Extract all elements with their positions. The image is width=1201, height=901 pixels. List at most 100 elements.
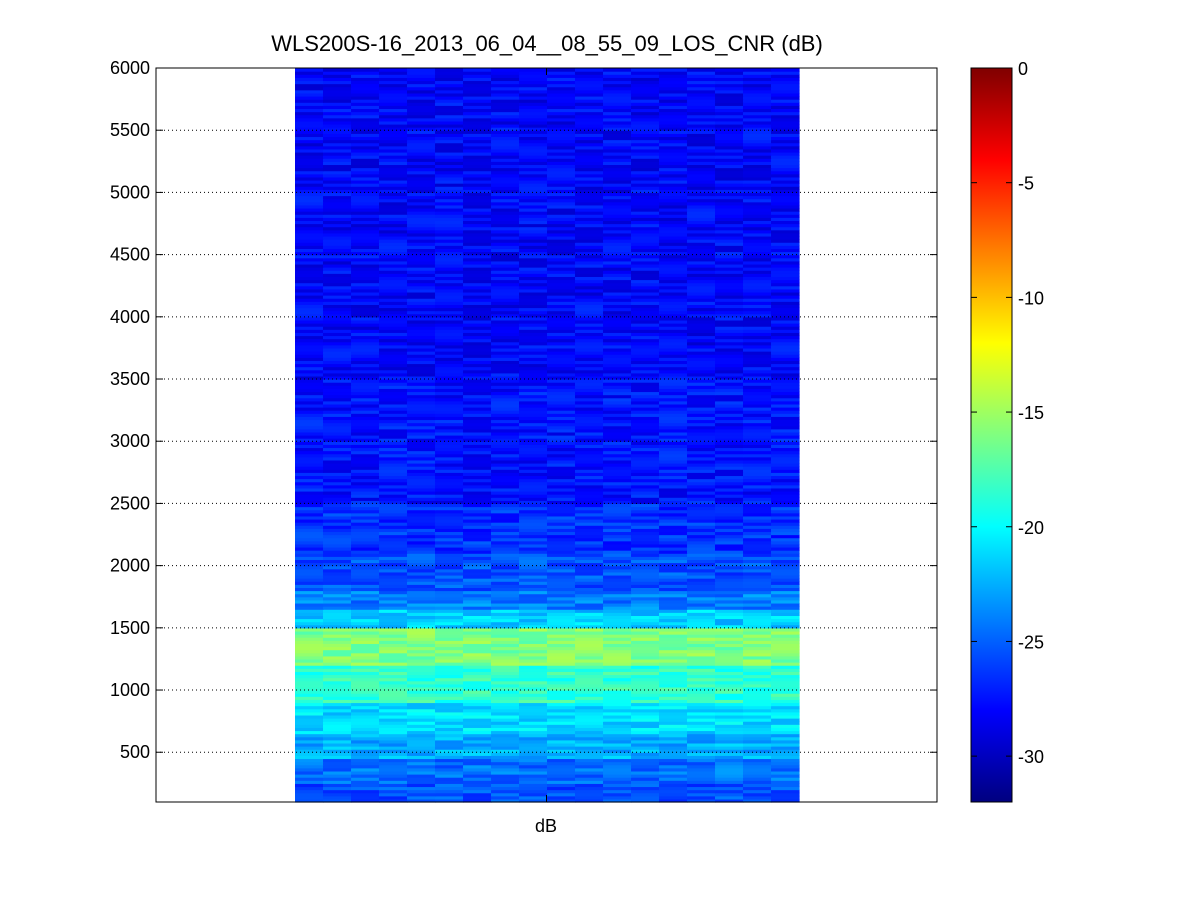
heatmap-cell	[407, 671, 436, 676]
heatmap-cell	[603, 637, 632, 641]
heatmap-cell	[771, 721, 800, 725]
heatmap-cell	[351, 391, 380, 396]
heatmap-cell	[463, 609, 492, 613]
heatmap-cell	[351, 746, 380, 750]
heatmap-cell	[715, 201, 744, 206]
heatmap-cell	[379, 606, 408, 610]
heatmap-cell	[547, 357, 576, 361]
heatmap-cell	[407, 630, 436, 635]
heatmap-cell	[519, 260, 548, 265]
heatmap-cell	[463, 142, 492, 147]
heatmap-cell	[519, 114, 548, 119]
heatmap-cell	[575, 571, 604, 576]
heatmap-cell	[743, 456, 772, 461]
heatmap-cell	[715, 257, 744, 262]
heatmap-cell	[631, 721, 660, 725]
heatmap-cell	[463, 574, 492, 579]
heatmap-cell	[435, 139, 464, 144]
heatmap-cell	[519, 761, 548, 766]
heatmap-cell	[771, 665, 800, 669]
heatmap-cell	[463, 599, 492, 604]
heatmap-cell	[463, 646, 492, 651]
heatmap-cell	[351, 606, 380, 610]
heatmap-cell	[351, 634, 380, 638]
heatmap-cell	[323, 148, 352, 153]
heatmap-cell	[659, 596, 688, 601]
colorbar-frame	[970, 67, 1013, 803]
heatmap-cell	[295, 301, 324, 305]
colorbar-tick-label: -20	[1018, 518, 1044, 538]
heatmap-cell	[631, 528, 660, 533]
heatmap-cell	[435, 435, 464, 439]
heatmap-cell	[463, 658, 492, 663]
heatmap-cell	[435, 553, 464, 557]
heatmap-cell	[379, 761, 408, 766]
heatmap-cell	[407, 525, 436, 529]
heatmap-cell	[407, 466, 436, 470]
heatmap-cell	[631, 344, 660, 349]
heatmap-cell	[519, 671, 548, 676]
heatmap-cell	[519, 385, 548, 389]
heatmap-cell	[659, 758, 688, 763]
heatmap-cell	[547, 699, 576, 704]
heatmap-cell	[323, 77, 352, 82]
heatmap-cell	[631, 503, 660, 508]
heatmap-cell	[379, 565, 408, 570]
heatmap-cell	[463, 450, 492, 455]
heatmap-cell	[743, 123, 772, 128]
heatmap-cell	[323, 686, 352, 691]
heatmap-cell	[771, 267, 800, 271]
heatmap-cell	[323, 313, 352, 318]
heatmap-cell	[687, 257, 716, 262]
heatmap-cell	[771, 74, 800, 78]
heatmap-cell	[491, 273, 520, 277]
heatmap-cell	[407, 550, 436, 554]
heatmap-cell	[519, 95, 548, 100]
heatmap-cell	[519, 217, 548, 221]
heatmap-cell	[435, 531, 464, 536]
heatmap-cell	[379, 307, 408, 312]
heatmap-cell	[687, 699, 716, 704]
heatmap-cell	[547, 195, 576, 200]
heatmap-cell	[435, 413, 464, 417]
heatmap-cell	[687, 133, 716, 138]
heatmap-cell	[351, 344, 380, 349]
heatmap-cell	[547, 630, 576, 635]
heatmap-cell	[379, 767, 408, 772]
heatmap-cell	[631, 727, 660, 732]
heatmap-cell	[687, 95, 716, 100]
heatmap-cell	[547, 214, 576, 218]
heatmap-cell	[295, 618, 324, 623]
heatmap-cell	[323, 497, 352, 501]
heatmap-cell	[351, 693, 380, 697]
heatmap-cell	[771, 462, 800, 467]
heatmap-cell	[631, 179, 660, 184]
heatmap-cell	[659, 634, 688, 638]
heatmap-cell	[519, 537, 548, 542]
heatmap-cell	[603, 298, 632, 302]
heatmap-cell	[631, 273, 660, 277]
heatmap-cell	[519, 251, 548, 256]
heatmap-cell	[603, 207, 632, 212]
heatmap-cell	[435, 232, 464, 237]
heatmap-cell	[407, 462, 436, 467]
heatmap-cell	[379, 587, 408, 592]
heatmap-cell	[687, 232, 716, 237]
heatmap-cell	[659, 593, 688, 598]
heatmap-cell	[743, 618, 772, 623]
heatmap-cell	[519, 469, 548, 473]
heatmap-cell	[715, 665, 744, 669]
heatmap-cell	[295, 525, 324, 529]
heatmap-cell	[687, 120, 716, 125]
heatmap-cell	[519, 783, 548, 788]
heatmap-cell	[351, 397, 380, 402]
heatmap-cell	[463, 786, 492, 791]
heatmap-cell	[771, 354, 800, 358]
heatmap-cell	[631, 117, 660, 122]
heatmap-cell	[519, 211, 548, 215]
heatmap-cell	[575, 494, 604, 498]
heatmap-cell	[295, 559, 324, 564]
heatmap-cell	[407, 375, 436, 380]
heatmap-cell	[379, 447, 408, 452]
heatmap-cell	[631, 329, 660, 333]
